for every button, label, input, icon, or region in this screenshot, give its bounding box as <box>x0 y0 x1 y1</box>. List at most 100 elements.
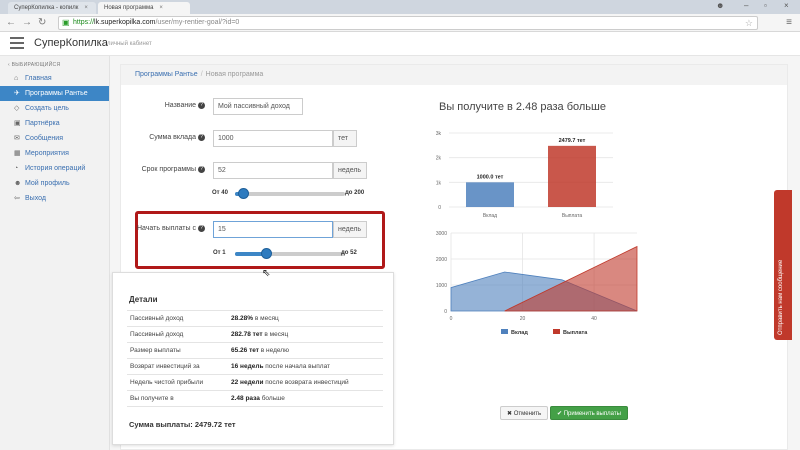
detail-value: 16 недель после начала выплат <box>228 358 383 375</box>
details-table: Пассивный доход 28.28% в месяц Пассивный … <box>127 310 383 407</box>
app-header: СуперКопилка личный кабинет <box>0 32 800 56</box>
detail-label: Возврат инвестиций за <box>127 358 228 375</box>
help-icon[interactable]: ? <box>198 225 205 232</box>
detail-value-bold: 16 недель <box>231 363 264 370</box>
detail-value: 65.26 тет в неделю <box>228 342 383 359</box>
apply-payouts-button[interactable]: ✔ Применить выплаты <box>550 406 628 420</box>
sidebar-item-rentier-programs[interactable]: ✈ Программы Рантье <box>0 86 109 101</box>
close-icon[interactable]: × <box>84 5 88 11</box>
start-payout-slider[interactable] <box>235 248 345 259</box>
area-series <box>504 245 638 312</box>
url-path: /user/my-rentier-goal/?id=0 <box>155 19 240 26</box>
url-host: lk.superkopilka.com <box>94 19 156 26</box>
sidebar-item-create-goal[interactable]: ◇ Создать цель <box>0 101 109 116</box>
detail-value: 282.78 тет в месяц <box>228 326 383 343</box>
term-slider[interactable] <box>235 188 345 199</box>
amount-label: Сумма вклада? <box>149 134 205 141</box>
slider-thumb[interactable] <box>238 188 250 199</box>
feedback-side-tab[interactable]: Отправить нам сообщение <box>774 190 792 340</box>
back-icon[interactable]: ← <box>6 17 16 28</box>
breadcrumb-separator: / <box>200 71 203 78</box>
url-input[interactable]: ▣ https://lk.superkopilka.com/user/my-re… <box>58 16 758 30</box>
window-close-icon[interactable]: × <box>784 1 789 10</box>
close-icon[interactable]: × <box>159 5 163 11</box>
term-min-label: От 40 <box>212 190 228 196</box>
slider-thumb[interactable] <box>260 248 272 259</box>
sidebar-item-history[interactable]: ◔ История операций <box>0 161 109 176</box>
browser-tab-bar: СуперКопилка - копилк × Новая программа × … <box>0 0 800 14</box>
sidebar-item-home[interactable]: ⌂ Главная <box>0 71 109 86</box>
x-tick-label: 40 <box>591 316 597 322</box>
forward-icon[interactable]: → <box>22 17 32 28</box>
y-tick-label: 3k <box>436 131 442 137</box>
help-icon[interactable]: ? <box>198 134 205 141</box>
y-tick-label: 2k <box>436 156 442 162</box>
sidebar-item-label: Создать цель <box>25 105 69 112</box>
sidebar-item-logout[interactable]: ⇦ Выход <box>0 191 109 206</box>
x-tick-label: Вклад <box>483 213 497 219</box>
mouse-cursor-icon: ⇖ <box>262 268 271 279</box>
browser-tab-1[interactable]: СуперКопилка - копилк × <box>8 2 96 14</box>
partners-icon: ▣ <box>14 120 21 127</box>
table-row: Пассивный доход 282.78 тет в месяц <box>127 326 383 343</box>
lock-icon: ▣ <box>62 18 70 27</box>
start-payout-input[interactable]: 15 <box>213 221 333 238</box>
detail-value-suffix: в неделю <box>260 347 289 354</box>
name-label: Название? <box>165 102 205 109</box>
calendar-icon: ▦ <box>14 150 21 157</box>
envelope-icon: ✉ <box>14 135 20 142</box>
hamburger-menu-icon[interactable] <box>10 37 24 49</box>
breadcrumb-parent-link[interactable]: Программы Рантье <box>135 71 198 78</box>
details-title: Детали <box>129 295 158 304</box>
start-payout-label-text: Начать выплаты с <box>136 225 196 232</box>
legend-label: Вклад <box>511 330 528 336</box>
help-icon[interactable]: ? <box>198 166 205 173</box>
detail-value-suffix: после начала выплат <box>265 363 331 370</box>
detail-label: Пассивный доход <box>127 310 228 327</box>
slider-fill <box>235 252 266 256</box>
amount-label-text: Сумма вклада <box>149 134 196 141</box>
browser-tab-2[interactable]: Новая программа × <box>98 2 190 14</box>
bookmark-star-icon[interactable]: ☆ <box>744 18 753 28</box>
result-title: Вы получите в 2.48 раза больше <box>439 101 606 113</box>
data-label: 1000.0 тет <box>477 174 504 180</box>
start-max-label: до 52 <box>341 250 357 256</box>
minimize-icon[interactable]: – <box>744 1 749 10</box>
sidebar-item-profile[interactable]: ☻ Мой профиль <box>0 176 109 191</box>
help-icon[interactable]: ? <box>198 102 205 109</box>
sidebar-item-messages[interactable]: ✉ Сообщения <box>0 131 109 146</box>
detail-value-bold: 28.28% <box>231 315 254 322</box>
browser-menu-icon[interactable]: ≡ <box>786 17 792 28</box>
user-icon: ☻ <box>14 180 22 187</box>
sidebar-item-label: Сообщения <box>25 135 63 142</box>
apply-button-label: Применить выплаты <box>563 411 621 417</box>
maximize-icon[interactable]: ▫ <box>764 1 767 10</box>
detail-value: 22 недели после возврата инвестиций <box>228 374 383 391</box>
cancel-icon: ✖ <box>507 411 514 417</box>
detail-value-suffix: в месяц <box>254 315 279 322</box>
table-row: Размер выплаты 65.26 тет в неделю <box>127 342 383 359</box>
reload-icon[interactable]: ↻ <box>38 17 47 28</box>
name-input[interactable]: Мой пассивный доход <box>213 98 303 115</box>
sidebar-item-partners[interactable]: ▣ Партнёрка <box>0 116 109 131</box>
table-row: Возврат инвестиций за 16 недель после нач… <box>127 358 383 375</box>
start-payout-label: Начать выплаты с? <box>137 225 205 232</box>
cancel-button[interactable]: ✖ Отменить <box>500 406 549 420</box>
y-tick-label: 3000 <box>436 231 447 237</box>
details-panel: Детали Пассивный доход 28.28% в месяц Пас… <box>112 272 394 445</box>
term-unit: недель <box>333 162 367 179</box>
term-input[interactable]: 52 <box>213 162 333 179</box>
x-tick-label: 20 <box>520 316 526 322</box>
amount-input[interactable]: 1000 <box>213 130 333 147</box>
y-tick-label: 1k <box>436 180 442 186</box>
sidebar-item-label: Мероприятия <box>25 150 69 157</box>
profile-icon[interactable]: ☻ <box>716 1 725 10</box>
comparison-bar-chart: 0 1k 2k 3k 1000.0 тет Вклад 2479.7 тет Выплата <box>436 131 613 219</box>
table-row: Недель чистой прибыли 22 недели после воз… <box>127 374 383 391</box>
sidebar-item-events[interactable]: ▦ Мероприятия <box>0 146 109 161</box>
detail-value-bold: 65.26 тет <box>231 347 259 354</box>
history-icon: ◔ <box>14 165 19 172</box>
y-tick-label: 2000 <box>436 257 447 263</box>
main-content: Программы Рантье / Новая программа Названи… <box>110 56 800 450</box>
data-label: 2479.7 тет <box>559 138 586 144</box>
